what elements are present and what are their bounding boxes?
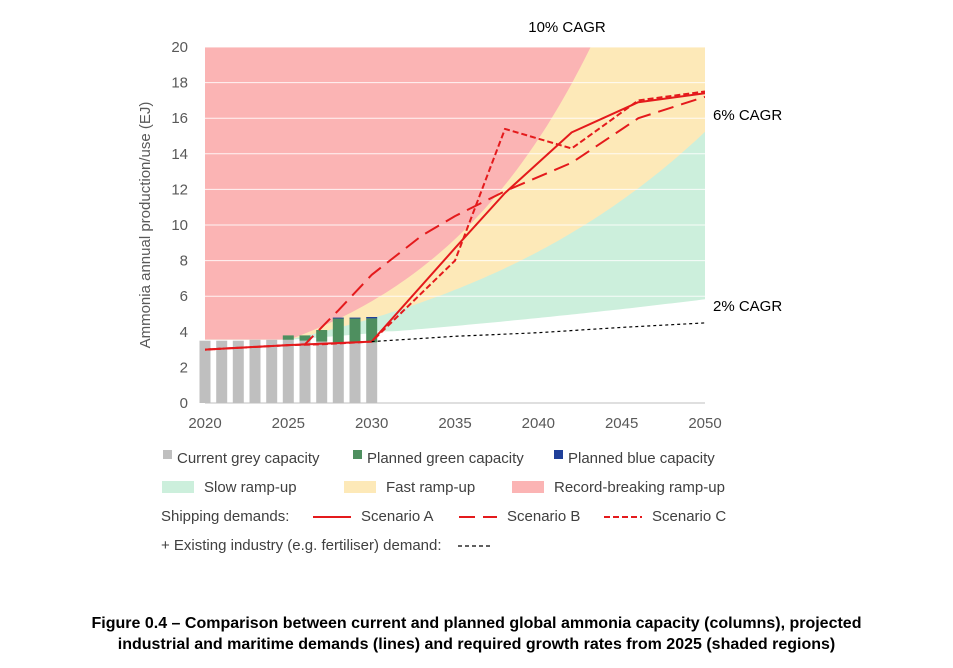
bar-current-grey-capacity-2026 [299, 340, 311, 403]
legend-label: Scenario C [652, 508, 726, 525]
legend-existing-label: + Existing industry (e.g. fertiliser) de… [161, 537, 442, 554]
bar-current-grey-capacity-2029 [349, 342, 361, 403]
y-tick-label: 14 [171, 146, 188, 163]
legend-label: Record-breaking ramp-up [554, 479, 725, 496]
y-tick-label: 20 [171, 39, 188, 56]
legend-label: Planned blue capacity [568, 450, 715, 467]
caption-line-2: industrial and maritime demands (lines) … [117, 636, 836, 653]
bar-current-grey-capacity-2020 [199, 340, 211, 403]
bar-planned-green-capacity-2025 [282, 335, 294, 340]
y-tick-label: 8 [180, 253, 188, 270]
legend-label: Planned green capacity [367, 450, 524, 467]
cagr-labels: 10% CAGR 6% CAGR 2% CAGR [528, 19, 782, 315]
y-axis-label: Ammonia annual production/use (EJ) [137, 102, 154, 349]
bar-planned-green-capacity-2028 [332, 318, 344, 343]
legend: Current grey capacity Planned green capac… [161, 450, 726, 554]
legend-label: Current grey capacity [177, 450, 320, 467]
shaded-regions [205, 47, 705, 403]
legend-swatch-record-breaking-ramp-up [512, 481, 544, 493]
legend-swatch-planned-blue-capacity [554, 450, 563, 459]
y-tick-label: 12 [171, 181, 188, 198]
region-below-slow [205, 299, 705, 403]
gridlines [205, 46, 705, 368]
legend-label: Scenario A [361, 508, 434, 525]
bar-planned-blue-capacity-2030 [366, 317, 378, 319]
demand-lines [205, 90, 705, 351]
line-scenario-c [205, 90, 705, 351]
bar-planned-green-capacity-2027 [316, 330, 328, 342]
legend-swatch-planned-green-capacity [353, 450, 362, 459]
line-existing-industry-e-g-fertiliser-demand [371, 322, 705, 343]
bar-current-grey-capacity-2028 [332, 342, 344, 403]
y-tick-label: 6 [180, 288, 188, 305]
x-tick-label: 2020 [188, 415, 221, 432]
y-tick-label: 18 [171, 75, 188, 92]
legend-label: Slow ramp-up [204, 479, 297, 496]
legend-swatch-slow-ramp-up [162, 481, 194, 493]
bar-planned-green-capacity-2026 [299, 335, 311, 341]
bar-planned-blue-capacity-2029 [349, 317, 361, 319]
cagr-label: 10% CAGR [528, 19, 606, 36]
legend-label: Scenario B [507, 508, 580, 525]
y-tick-label: 4 [180, 324, 188, 341]
bar-current-grey-capacity-2023 [249, 339, 261, 403]
bar-current-grey-capacity-2025 [282, 339, 294, 403]
x-tick-label: 2035 [438, 415, 471, 432]
y-tick-label: 0 [180, 395, 188, 412]
bar-current-grey-capacity-2030 [366, 342, 378, 403]
x-tick-label: 2045 [605, 415, 638, 432]
bar-current-grey-capacity-2021 [216, 340, 228, 403]
bar-planned-blue-capacity-2028 [332, 317, 344, 319]
legend-swatch-current-grey-capacity [163, 450, 172, 459]
x-tick-label: 2025 [272, 415, 305, 432]
caption-line-1: Figure 0.4 – Comparison between current … [91, 615, 862, 632]
y-tick-label: 10 [171, 217, 188, 234]
bar-planned-green-capacity-2030 [366, 318, 378, 343]
legend-swatch-fast-ramp-up [344, 481, 376, 493]
legend-shipping-label: Shipping demands: [161, 508, 289, 525]
x-tick-label: 2040 [522, 415, 555, 432]
x-tick-label: 2050 [688, 415, 721, 432]
cagr-label: 6% CAGR [713, 107, 782, 124]
figure-caption: Figure 0.4 – Comparison between current … [10, 613, 943, 655]
bar-current-grey-capacity-2024 [266, 339, 278, 403]
legend-label: Fast ramp-up [386, 479, 475, 496]
bar-current-grey-capacity-2022 [232, 340, 244, 403]
y-tick-label: 2 [180, 359, 188, 376]
y-tick-label: 16 [171, 110, 188, 127]
cagr-label: 2% CAGR [713, 298, 782, 315]
capacity-columns [199, 317, 378, 403]
x-tick-label: 2030 [355, 415, 388, 432]
bar-current-grey-capacity-2027 [316, 341, 328, 403]
bar-planned-green-capacity-2029 [349, 318, 361, 343]
